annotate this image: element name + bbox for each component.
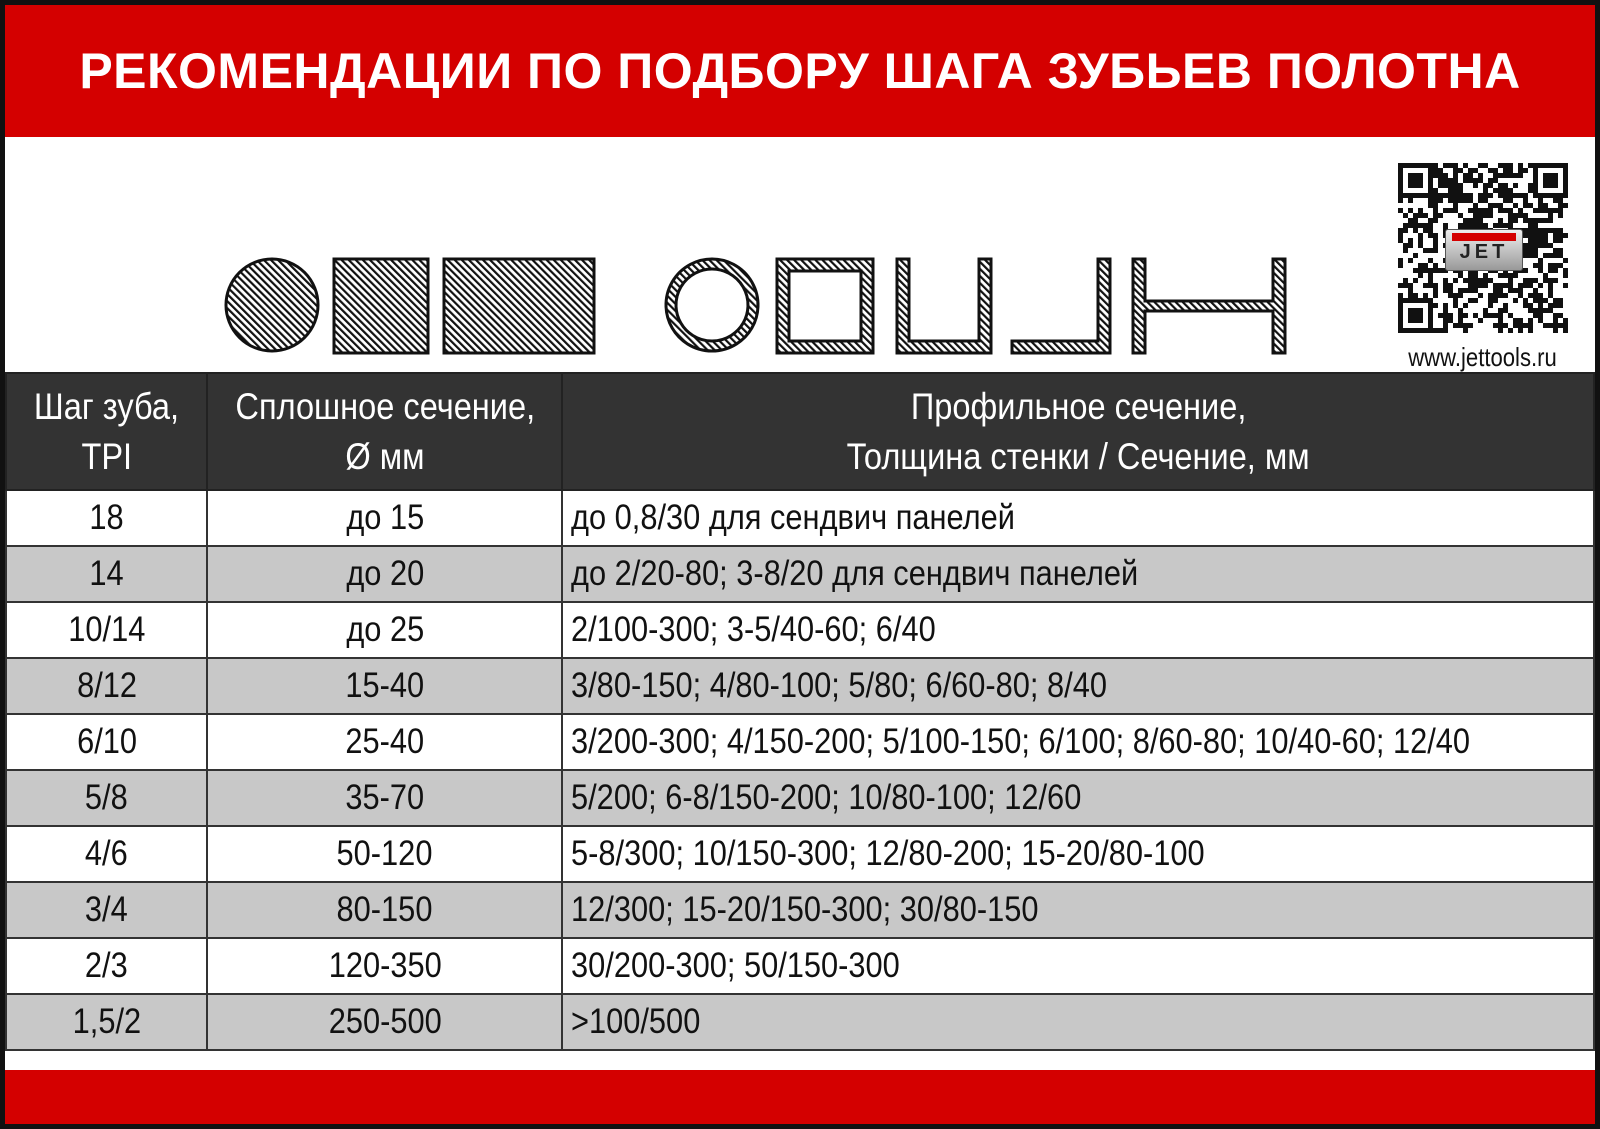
cell-profile: до 0,8/30 для сендвич панелей (561, 489, 1595, 547)
cell-tpi: 14 (4, 545, 209, 603)
cell-profile: >100/500 (561, 993, 1595, 1051)
table-row: 6/10 25-40 3/200-300; 4/150-200; 5/100-150… (4, 713, 1595, 771)
square-tube-icon (775, 257, 875, 355)
cell-tpi: 3/4 (4, 881, 209, 939)
cell-profile: 5/200; 6-8/150-200; 10/80-100; 12/60 (561, 769, 1595, 827)
cell-profile: до 2/20-80; 3-8/20 для сендвич панелей (561, 545, 1595, 603)
cell-profile: 30/200-300; 50/150-300 (561, 937, 1595, 995)
cell-solid: 50-120 (206, 825, 564, 883)
table-row: 5/8 35-70 5/200; 6-8/150-200; 10/80-100; 1… (4, 769, 1595, 827)
jet-logo: JET (1445, 229, 1523, 271)
website-url[interactable]: www.jettools.ru (1408, 342, 1557, 372)
cell-profile: 5-8/300; 10/150-300; 12/80-200; 15-20/80… (561, 825, 1595, 883)
cell-solid: 15-40 (206, 657, 564, 715)
angle-icon (1010, 257, 1112, 355)
cell-tpi: 18 (4, 489, 209, 547)
cell-tpi: 8/12 (4, 657, 209, 715)
table-header: Шаг зуба, TPI Сплошное сечение, Ø мм Профи… (4, 372, 1595, 491)
cell-tpi: 5/8 (4, 769, 209, 827)
table-row: 18 до 15 до 0,8/30 для сендвич панелей (4, 489, 1595, 547)
channel-icon (895, 257, 993, 355)
table-row: 10/14 до 25 2/100-300; 3-5/40-60; 6/40 (4, 601, 1595, 659)
tpi-table: Шаг зуба, TPI Сплошное сечение, Ø мм Профи… (4, 372, 1595, 1051)
cell-solid: 120-350 (206, 937, 564, 995)
cell-solid: до 15 (206, 489, 564, 547)
table-row: 8/12 15-40 3/80-150; 4/80-100; 5/80; 6/60-… (4, 657, 1595, 715)
cell-tpi: 4/6 (4, 825, 209, 883)
table-row: 14 до 20 до 2/20-80; 3-8/20 для сендвич па… (4, 545, 1595, 603)
title-banner: РЕКОМЕНДАЦИИ ПО ПОДБОРУ ШАГА ЗУБЬЕВ ПОЛО… (5, 5, 1595, 137)
rect-bar-icon (442, 257, 596, 355)
table-row: 3/4 80-150 12/300; 15-20/150-300; 30/80-15… (4, 881, 1595, 939)
profile-shapes: JET www.jettools.ru (5, 137, 1595, 372)
i-beam-icon (1131, 257, 1287, 355)
cell-profile: 3/200-300; 4/150-200; 5/100-150; 6/100; … (561, 713, 1595, 771)
poster: РЕКОМЕНДАЦИИ ПО ПОДБОРУ ШАГА ЗУБЬЕВ ПОЛО… (4, 5, 1595, 1124)
cell-solid: 250-500 (206, 993, 564, 1051)
cell-profile: 2/100-300; 3-5/40-60; 6/40 (561, 601, 1595, 659)
cell-solid: до 25 (206, 601, 564, 659)
table-row: 1,5/2 250-500 >100/500 (4, 993, 1595, 1051)
page-title: РЕКОМЕНДАЦИИ ПО ПОДБОРУ ШАГА ЗУБЬЕВ ПОЛО… (79, 43, 1521, 99)
cell-tpi: 1,5/2 (4, 993, 209, 1051)
header-solid: Сплошное сечение, Ø мм (206, 372, 564, 491)
cell-tpi: 10/14 (4, 601, 209, 659)
table-row: 2/3 120-350 30/200-300; 50/150-300 (4, 937, 1595, 995)
cell-solid: 35-70 (206, 769, 564, 827)
square-bar-icon (332, 257, 430, 355)
header-tpi: Шаг зуба, TPI (4, 372, 209, 491)
cell-tpi: 2/3 (4, 937, 209, 995)
cell-profile: 12/300; 15-20/150-300; 30/80-150 (561, 881, 1595, 939)
cell-solid: 80-150 (206, 881, 564, 939)
header-profile: Профильное сечение, Толщина стенки / Сече… (561, 372, 1595, 491)
cell-solid: до 20 (206, 545, 564, 603)
cell-solid: 25-40 (206, 713, 564, 771)
cell-profile: 3/80-150; 4/80-100; 5/80; 6/60-80; 8/40 (561, 657, 1595, 715)
round-tube-icon (664, 257, 760, 353)
footer-banner (5, 1070, 1595, 1124)
table-row: 4/6 50-120 5-8/300; 10/150-300; 12/80-200;… (4, 825, 1595, 883)
round-bar-icon (224, 257, 320, 353)
cell-tpi: 6/10 (4, 713, 209, 771)
